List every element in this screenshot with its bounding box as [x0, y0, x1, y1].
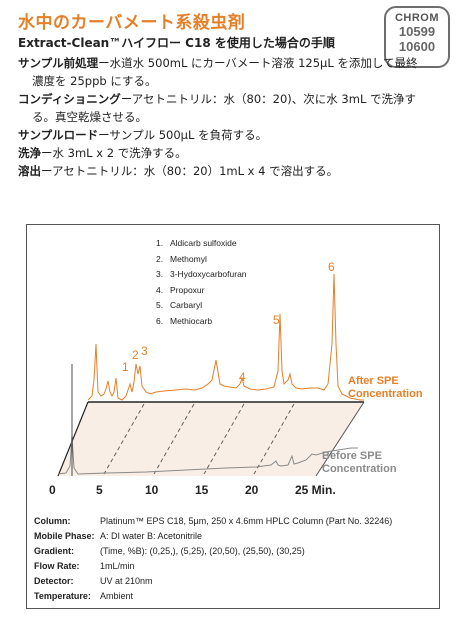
- step-wash: 洗浄ー水 3mL x 2 で洗浄する。: [18, 144, 428, 162]
- legend-name: Methomyl: [170, 253, 207, 264]
- x-tick-10: 10: [145, 483, 159, 497]
- condition-value: UV at 210nm: [100, 576, 153, 586]
- peak-label-2: 2: [132, 348, 139, 362]
- condition-value: A: DI water B: Acetonitrile: [100, 531, 203, 541]
- page-title: 水中のカーバメート系殺虫剤: [18, 13, 246, 33]
- compound-legend: 1. Aldicarb sulfoxide 2. Methomyl 3. 3-Hydo…: [156, 236, 247, 329]
- step-term: 洗浄: [18, 146, 41, 160]
- before-spe-trace: [57, 435, 358, 475]
- condition-key: Column:: [34, 516, 71, 526]
- before-plane: [58, 402, 364, 476]
- legend-number: 4.: [156, 284, 164, 295]
- condition-value: Platinum™ EPS C18, 5µm, 250 x 4.6mm HPLC…: [100, 516, 393, 526]
- legend-item: 3. 3-Hydoxycarbofuran: [156, 267, 247, 283]
- chrom-badge: CHROM 10599 10600: [384, 6, 450, 68]
- legend-name: 3-Hydoxycarbofuran: [170, 269, 247, 279]
- condition-flow-rate: Flow Rate: 1mL/min: [34, 561, 392, 576]
- condition-column: Column: Platinum™ EPS C18, 5µm, 250 x 4.6…: [34, 516, 392, 531]
- condition-key: Mobile Phase:: [34, 531, 95, 541]
- procedure-subtitle: Extract-Clean™ハイフロー C18 を使用した場合の手順: [18, 36, 335, 50]
- x-tick-20: 20: [245, 483, 259, 497]
- x-tick-15: 15: [195, 483, 209, 497]
- condition-mobile-phase: Mobile Phase: A: DI water B: Acetonitrile: [34, 531, 392, 546]
- condition-temperature: Temperature: Ambient: [34, 591, 392, 606]
- before-plane-right-edge: [315, 401, 365, 477]
- x-tick-5: 5: [96, 483, 103, 497]
- after-spe-label-line1: After SPE: [348, 375, 399, 387]
- step-term: コンディショニング: [18, 92, 121, 106]
- legend-number: 5.: [156, 300, 164, 310]
- after-spe-label-line2: Concentration: [348, 388, 423, 400]
- before-spe-label-line2: Concentration: [322, 463, 397, 475]
- before-spe-label-line1: Before SPE: [322, 450, 382, 462]
- step-sample-prep: サンプル前処理ー水道水 500mL にカーバメート溶液 125µL を添加して最…: [18, 54, 428, 90]
- chrom-number-2: 10600: [398, 39, 436, 54]
- condition-gradient: Gradient: (Time, %B): (0,25,), (5,25), (2…: [34, 546, 392, 561]
- step-text: ーサンプル 500µL を負荷する。: [98, 128, 268, 142]
- chrom-number-1: 10599: [398, 24, 436, 39]
- step-text: ーアセトニトリル：水（80：20）1mL x 4 で溶出する。: [41, 164, 339, 178]
- condition-value: 1mL/min: [100, 561, 135, 571]
- peak-label-4: 4: [239, 370, 246, 384]
- step-sample-load: サンプルロードーサンプル 500µL を負荷する。: [18, 126, 428, 144]
- step-text: ー水道水 500mL にカーバメート溶液 125µL を添加して最終濃度を 25…: [32, 56, 418, 88]
- peak-label-3: 3: [141, 344, 148, 358]
- legend-name: Propoxur: [170, 284, 205, 295]
- step-term: サンプルロード: [18, 128, 99, 142]
- step-elution: 溶出ーアセトニトリル：水（80：20）1mL x 4 で溶出する。: [18, 162, 428, 180]
- x-tick-0: 0: [49, 483, 56, 497]
- step-text: ーアセトニトリル：水（80：20)、次に水 3mL で洗浄する。真空乾燥させる。: [32, 92, 417, 124]
- condition-key: Flow Rate:: [34, 561, 80, 571]
- condition-key: Temperature:: [34, 591, 91, 601]
- step-text: ー水 3mL x 2 で洗浄する。: [41, 146, 187, 160]
- legend-number: 3.: [156, 269, 164, 279]
- condition-key: Detector:: [34, 576, 74, 586]
- peak-label-6: 6: [328, 260, 335, 274]
- condition-value: (Time, %B): (0,25,), (5,25), (20,50), (2…: [100, 546, 305, 556]
- chrom-label: CHROM: [394, 12, 440, 24]
- legend-number: 6.: [156, 315, 164, 326]
- step-term: サンプル前処理: [18, 56, 99, 70]
- hplc-conditions: Column: Platinum™ EPS C18, 5µm, 250 x 4.6…: [34, 516, 392, 606]
- legend-item: 5. Carbaryl: [156, 298, 247, 314]
- legend-item: 6. Methiocarb: [156, 314, 247, 330]
- peak-label-1: 1: [122, 360, 129, 374]
- legend-item: 1. Aldicarb sulfoxide: [156, 236, 247, 252]
- step-conditioning: コンディショニングーアセトニトリル：水（80：20)、次に水 3mL で洗浄する…: [18, 90, 428, 126]
- condition-detector: Detector: UV at 210nm: [34, 576, 392, 591]
- x-tick-25: 25 Min.: [295, 483, 336, 497]
- after-spe-trace: [87, 273, 364, 401]
- legend-item: 4. Propoxur: [156, 283, 247, 299]
- step-term: 溶出: [18, 164, 41, 178]
- legend-name: Carbaryl: [170, 300, 203, 310]
- legend-number: 1.: [156, 238, 164, 248]
- before-plane-left-edge: [57, 401, 89, 477]
- legend-name: Methiocarb: [170, 315, 213, 326]
- legend-name: Aldicarb sulfoxide: [170, 238, 237, 248]
- legend-number: 2.: [156, 253, 164, 264]
- condition-value: Ambient: [100, 591, 134, 601]
- legend-item: 2. Methomyl: [156, 252, 247, 268]
- condition-key: Gradient:: [34, 546, 75, 556]
- procedure-steps: サンプル前処理ー水道水 500mL にカーバメート溶液 125µL を添加して最…: [18, 54, 428, 180]
- chromatogram-chart: 1 2 3 4 5 6 After SPE Concentration Befo…: [49, 260, 423, 497]
- peak-label-5: 5: [273, 313, 280, 327]
